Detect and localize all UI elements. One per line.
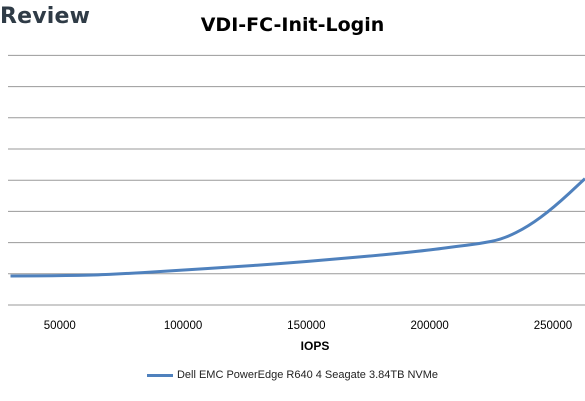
x-axis-ticks: 50000 100000 150000 200000 250000 xyxy=(44,320,572,332)
legend-swatch xyxy=(146,373,173,377)
x-tick-label: 50000 xyxy=(44,320,76,332)
legend: Dell EMC PowerEdge R640 4 Seagate 3.84TB… xyxy=(0,369,585,381)
x-axis-label: IOPS xyxy=(301,339,330,353)
gridlines xyxy=(8,54,585,306)
x-tick-label: 250000 xyxy=(534,320,572,332)
series-line xyxy=(10,177,585,278)
legend-label: Dell EMC PowerEdge R640 4 Seagate 3.84TB… xyxy=(176,369,439,381)
brand-logo-text: Review xyxy=(0,4,91,29)
chart-title: VDI-FC-Init-Login xyxy=(200,14,385,36)
x-tick-label: 200000 xyxy=(410,320,448,332)
x-tick-label: 150000 xyxy=(287,320,325,332)
x-tick-label: 100000 xyxy=(164,320,202,332)
series-layer xyxy=(10,177,585,278)
